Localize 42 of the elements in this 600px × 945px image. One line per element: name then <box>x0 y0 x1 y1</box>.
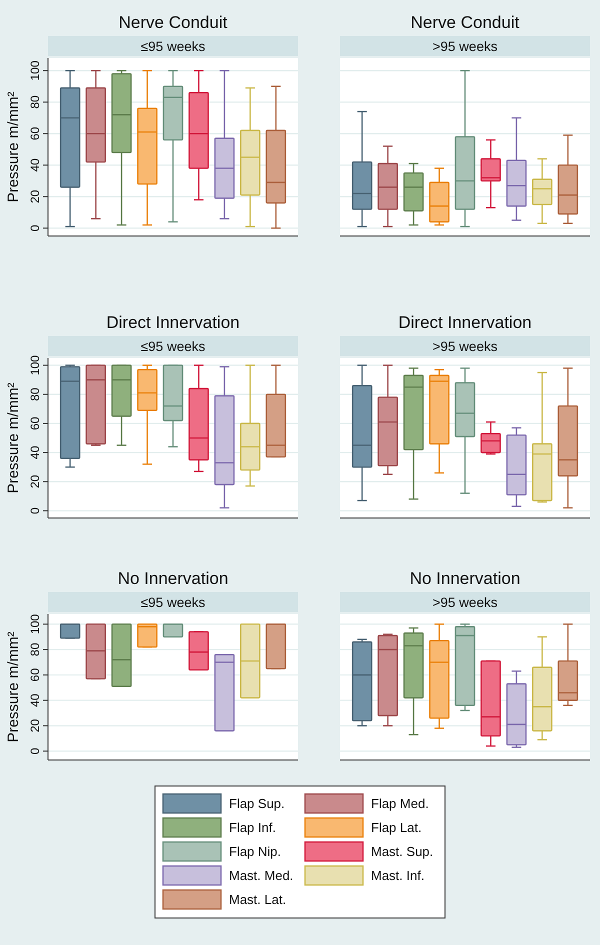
legend-label: Mast. Inf. <box>371 868 424 883</box>
y-tick-label: 60 <box>28 416 42 430</box>
y-tick-label: 80 <box>28 642 42 656</box>
legend-label: Flap Med. <box>371 796 429 811</box>
y-tick-label: 60 <box>28 126 42 140</box>
legend-label: Flap Nip. <box>229 844 282 859</box>
legend-label: Flap Inf. <box>229 820 276 835</box>
y-tick-label: 40 <box>28 446 42 460</box>
y-axis-title: Pressure m/mm² <box>5 632 22 742</box>
x-tick-label: >95 weeks <box>432 339 498 354</box>
y-tick-label: 40 <box>28 158 42 172</box>
legend-label: Mast. Med. <box>229 868 294 883</box>
y-tick-label: 20 <box>28 474 42 488</box>
y-tick-label: 100 <box>28 354 42 376</box>
y-tick-label: 80 <box>28 95 42 109</box>
legend-label: Mast. Sup. <box>371 844 434 859</box>
y-tick-label: 20 <box>28 190 42 204</box>
x-tick-label: ≤95 weeks <box>140 595 206 610</box>
chart-title: No Innervation <box>410 569 520 588</box>
chart-title: Direct Innervation <box>106 313 240 332</box>
chart-title: Nerve Conduit <box>118 13 228 32</box>
y-tick-label: 0 <box>28 747 42 754</box>
x-tick-label: ≤95 weeks <box>140 39 206 54</box>
chart-title: Direct Innervation <box>398 313 532 332</box>
y-tick-label: 100 <box>28 614 42 634</box>
y-tick-label: 0 <box>28 224 42 232</box>
legend-label: Flap Lat. <box>371 820 422 835</box>
y-tick-label: 40 <box>28 693 42 708</box>
chart-title: Nerve Conduit <box>410 13 520 32</box>
chart-title: No Innervation <box>118 569 228 588</box>
x-tick-label: >95 weeks <box>432 39 498 54</box>
y-axis-title: Pressure m/mm² <box>5 92 22 202</box>
y-tick-label: 20 <box>28 718 42 732</box>
legend-label: Mast. Lat. <box>229 892 286 907</box>
y-tick-label: 0 <box>28 507 42 514</box>
y-tick-label: 60 <box>28 668 42 682</box>
legend-label: Flap Sup. <box>229 796 285 811</box>
y-tick-label: 80 <box>28 387 42 402</box>
y-axis-title: Pressure m/mm² <box>5 382 22 494</box>
x-tick-label: >95 weeks <box>432 595 498 610</box>
y-tick-label: 100 <box>28 60 42 81</box>
x-tick-label: ≤95 weeks <box>140 339 206 354</box>
